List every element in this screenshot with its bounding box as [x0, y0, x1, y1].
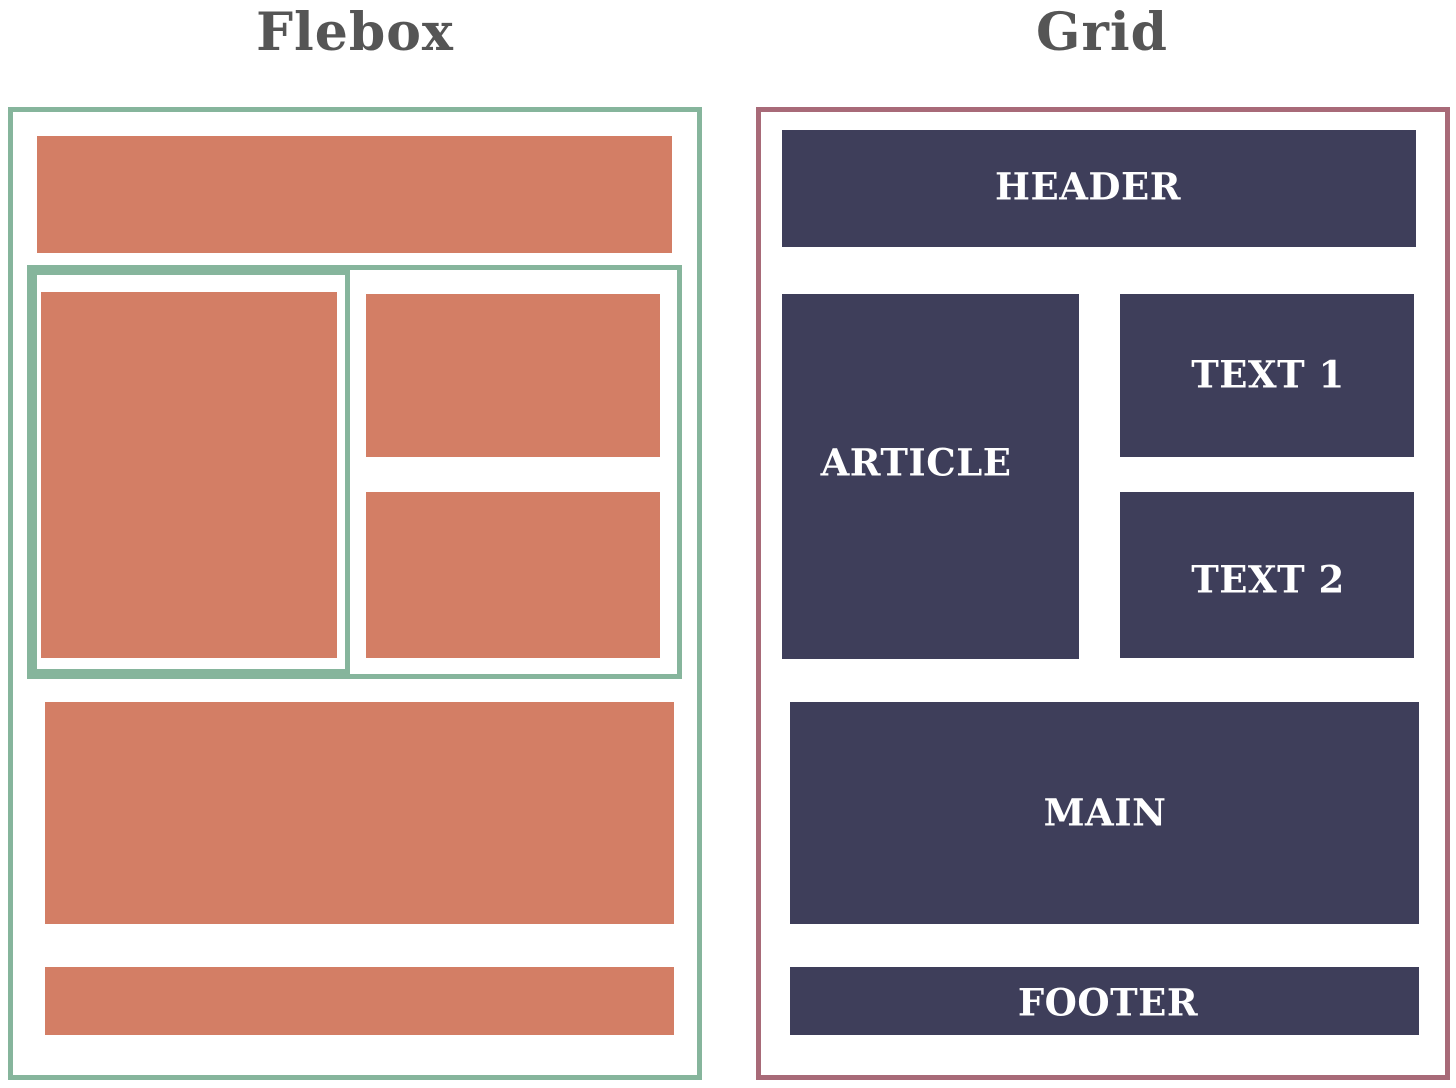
flexbox-container: [8, 107, 702, 1080]
grid-container: [756, 107, 1450, 1080]
flexbox-title: Flebox: [256, 2, 454, 63]
flexbox-top-block: [37, 136, 672, 253]
grid-footer-block: [790, 967, 1419, 1035]
grid-footer-label: FOOTER: [1017, 980, 1199, 1025]
grid-text2-label: TEXT 2: [1191, 557, 1345, 602]
grid-main-block: [790, 702, 1419, 924]
flexbox-nested-row: [27, 265, 682, 679]
flexbox-right-bottom-block: [366, 492, 660, 658]
flexbox-left-block: [41, 292, 337, 658]
flexbox-large-block: [45, 702, 674, 924]
grid-text2-block: [1120, 492, 1414, 658]
flexbox-nested-column-left: [32, 270, 350, 674]
grid-text1-label: TEXT 1: [1191, 352, 1345, 397]
flexbox-bottom-block: [45, 967, 674, 1035]
grid-text1-block: [1120, 294, 1414, 457]
flexbox-right-top-block: [366, 294, 660, 457]
grid-main-label: MAIN: [1043, 790, 1167, 835]
grid-header-block: [782, 130, 1416, 247]
grid-title: Grid: [1036, 2, 1168, 63]
grid-article-label: ARTICLE: [820, 440, 1012, 485]
grid-header-label: HEADER: [995, 164, 1181, 209]
grid-article-block: [782, 294, 1079, 659]
